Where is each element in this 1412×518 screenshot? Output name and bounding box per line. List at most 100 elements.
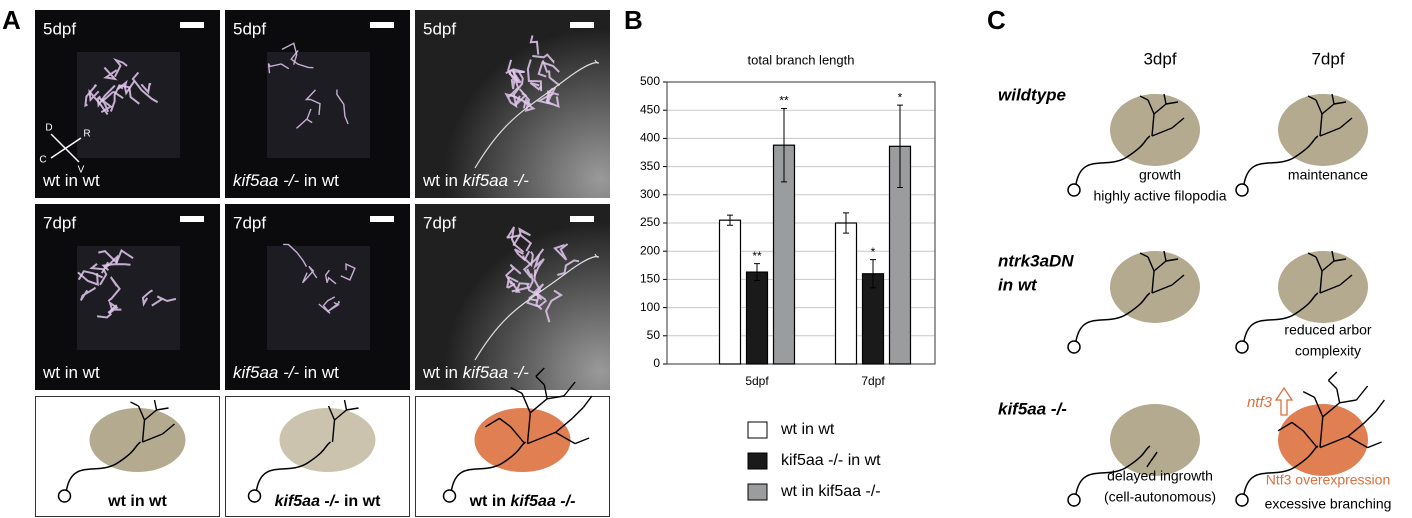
arbor — [506, 275, 519, 289]
branch — [1319, 284, 1341, 294]
legend-label: wt in wt — [780, 421, 835, 438]
branch — [1151, 113, 1155, 137]
error-bar — [897, 104, 903, 188]
stage-label: 7dpf — [43, 213, 76, 232]
branch — [546, 395, 565, 400]
branch — [1307, 95, 1317, 101]
soma — [1067, 340, 1081, 354]
arbor — [511, 273, 534, 293]
arbor — [79, 286, 97, 301]
cell-caption: (cell-autonomous) — [1104, 489, 1216, 505]
compass-label: D — [45, 123, 52, 134]
scale-bar — [370, 22, 394, 28]
arbor — [96, 304, 118, 319]
branch — [1333, 258, 1347, 262]
arbor — [98, 97, 113, 114]
arbor — [512, 227, 531, 247]
axon — [1075, 292, 1151, 342]
arbor — [77, 271, 99, 286]
branch — [1302, 430, 1318, 449]
target-region — [1110, 251, 1200, 323]
arbor — [267, 63, 290, 74]
arbor — [141, 289, 153, 307]
arbor — [509, 280, 530, 293]
branch — [1336, 388, 1341, 403]
arbor — [553, 243, 569, 261]
caption-part: in wt — [299, 171, 339, 190]
stage-label: 7dpf — [423, 213, 456, 232]
arbor — [506, 226, 525, 253]
branch — [1153, 260, 1167, 272]
target-region — [1110, 94, 1200, 166]
compass-label: C — [39, 155, 46, 166]
cell-caption: complexity — [1295, 343, 1361, 359]
branch — [574, 437, 590, 445]
branch — [555, 431, 576, 445]
soma — [1235, 183, 1249, 197]
branch — [1307, 252, 1317, 258]
error-bar — [870, 259, 876, 289]
bar — [745, 271, 769, 365]
branch — [1139, 95, 1149, 101]
roi — [267, 246, 370, 350]
caption-part: wt in wt — [42, 171, 100, 190]
arbor — [98, 248, 134, 265]
cell-caption: delayed ingrowth — [1107, 468, 1213, 484]
branch — [1322, 402, 1341, 418]
arbor — [107, 276, 121, 302]
column-header: 7dpf — [1311, 49, 1344, 68]
axon — [65, 441, 141, 491]
branch — [1339, 117, 1353, 129]
legend-label: wt in kif5aa -/- — [780, 483, 881, 500]
branch — [1151, 270, 1155, 294]
caption: wt in kif5aa -/- — [469, 493, 576, 510]
arbor — [336, 89, 349, 125]
bar — [718, 219, 742, 365]
caption-part: wt in — [422, 363, 463, 382]
arbor — [96, 84, 116, 108]
branch — [1291, 421, 1304, 432]
soma — [1235, 493, 1249, 507]
branch — [521, 392, 531, 414]
column-header: 3dpf — [1143, 49, 1176, 68]
chart-title: total branch length — [748, 52, 855, 67]
axon-end — [1146, 451, 1158, 468]
branch — [144, 409, 157, 421]
legend-swatch — [747, 452, 768, 470]
y-tick-label: 100 — [640, 300, 660, 314]
branch — [485, 417, 500, 428]
y-tick-label: 150 — [640, 272, 660, 286]
branch — [1171, 117, 1185, 129]
target-region — [1110, 404, 1200, 476]
legend-swatch — [747, 483, 768, 501]
axon — [1243, 292, 1319, 342]
arbor — [77, 270, 104, 281]
branch — [563, 381, 576, 397]
branch — [1313, 396, 1324, 418]
arbor — [88, 88, 109, 115]
caption: kif5aa -/- in wt — [233, 363, 339, 382]
legend-swatch — [747, 421, 768, 439]
soma — [1067, 493, 1081, 507]
axon-trace — [474, 59, 599, 169]
branch — [1319, 416, 1324, 448]
arbor — [522, 251, 534, 268]
row-label: ntrk3aDN — [998, 251, 1074, 270]
row-label: kif5aa -/- — [998, 399, 1067, 418]
branch — [582, 395, 593, 408]
arbor — [541, 60, 561, 87]
panel-letter: B — [624, 5, 643, 35]
arbor — [296, 108, 313, 129]
significance: ** — [779, 94, 789, 108]
scale-bar — [570, 22, 594, 28]
branch — [1151, 127, 1173, 137]
branch — [1319, 435, 1349, 449]
caption-part: in wt — [340, 493, 382, 510]
compass-label: V — [78, 165, 85, 176]
row-label: wildtype — [998, 85, 1066, 104]
target-region — [1278, 404, 1368, 476]
significance: * — [898, 90, 903, 104]
compass-line — [50, 137, 82, 159]
axon — [255, 441, 331, 491]
